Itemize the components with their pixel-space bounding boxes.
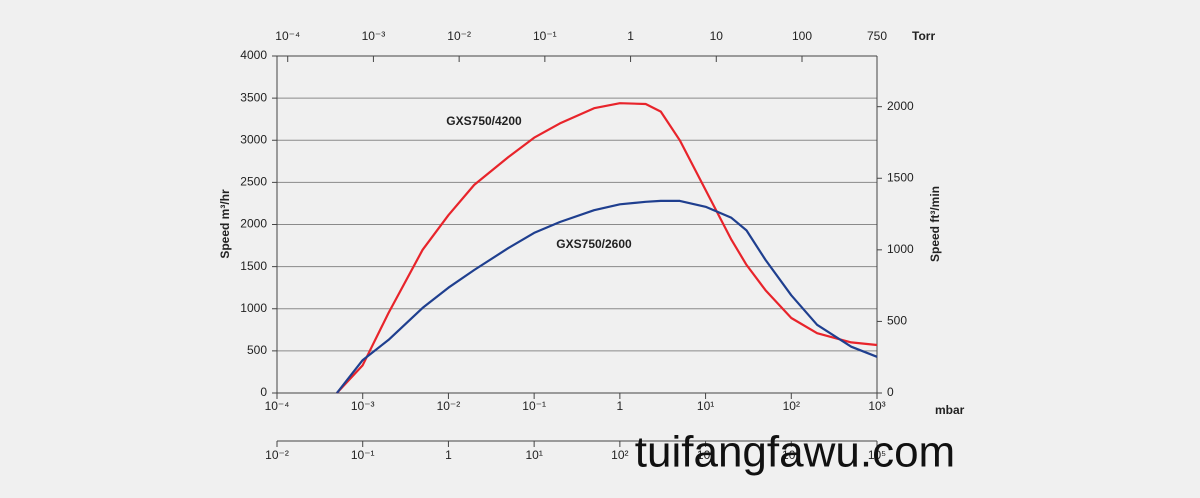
x-tick-label: 1 (627, 29, 634, 43)
x-tick-label: 10⁴ (782, 448, 801, 462)
y-tick-label: 2500 (240, 175, 267, 189)
x-axis-label: mbar (935, 403, 965, 417)
y2-tick-label: 2000 (887, 99, 914, 113)
y2-axis-label: Speed ft³/min (928, 186, 942, 262)
watermark: tuifangfawu.com (635, 428, 955, 477)
series-label: GXS750/2600 (556, 237, 632, 251)
series-line (336, 199, 878, 394)
x-tick-label: 10⁻³ (362, 29, 386, 43)
y2-tick-label: 0 (887, 385, 894, 399)
y-tick-label: 1500 (240, 259, 267, 273)
x2-axis-label: Torr (912, 29, 935, 43)
x-tick-label: 10⁵ (868, 448, 886, 462)
x-tick-label: 1 (617, 399, 624, 413)
y-tick-label: 3000 (240, 132, 267, 146)
y-tick-label: 2000 (240, 217, 267, 231)
x-tick-label: 10⁻¹ (351, 448, 375, 462)
y2-tick-label: 1000 (887, 242, 914, 256)
x-tick-label: 10³ (697, 448, 714, 462)
x-tick-label: 10⁻⁴ (275, 29, 300, 43)
x-tick-label: 750 (867, 29, 887, 43)
x-tick-label: 10⁻² (437, 399, 461, 413)
y-tick-label: 1000 (240, 301, 267, 315)
series-label: GXS750/4200 (446, 114, 522, 128)
y2-tick-label: 500 (887, 314, 907, 328)
x-tick-label: 10¹ (697, 399, 714, 413)
x-tick-label: 1 (445, 448, 452, 462)
x-tick-label: 10 (710, 29, 724, 43)
x-tick-label: 10¹ (525, 448, 542, 462)
x-tick-label: 100 (792, 29, 812, 43)
x-tick-label: 10⁻² (447, 29, 471, 43)
y-tick-label: 500 (247, 343, 267, 357)
y-axis-label: Speed m³/hr (218, 189, 232, 259)
y-tick-label: 3500 (240, 90, 267, 104)
y-tick-label: 4000 (240, 48, 267, 62)
x-tick-label: 10⁻³ (351, 399, 375, 413)
series-line (336, 102, 878, 394)
x-tick-label: 10⁻¹ (522, 399, 546, 413)
x-tick-label: 10² (611, 448, 628, 462)
y-tick-label: 0 (260, 385, 267, 399)
x-tick-label: 10⁻¹ (533, 29, 557, 43)
x-tick-label: 10² (783, 399, 800, 413)
x-tick-label: 10³ (868, 399, 885, 413)
x-tick-label: 10⁻⁴ (265, 399, 290, 413)
y2-tick-label: 1500 (887, 170, 914, 184)
x-tick-label: 10⁻² (265, 448, 289, 462)
